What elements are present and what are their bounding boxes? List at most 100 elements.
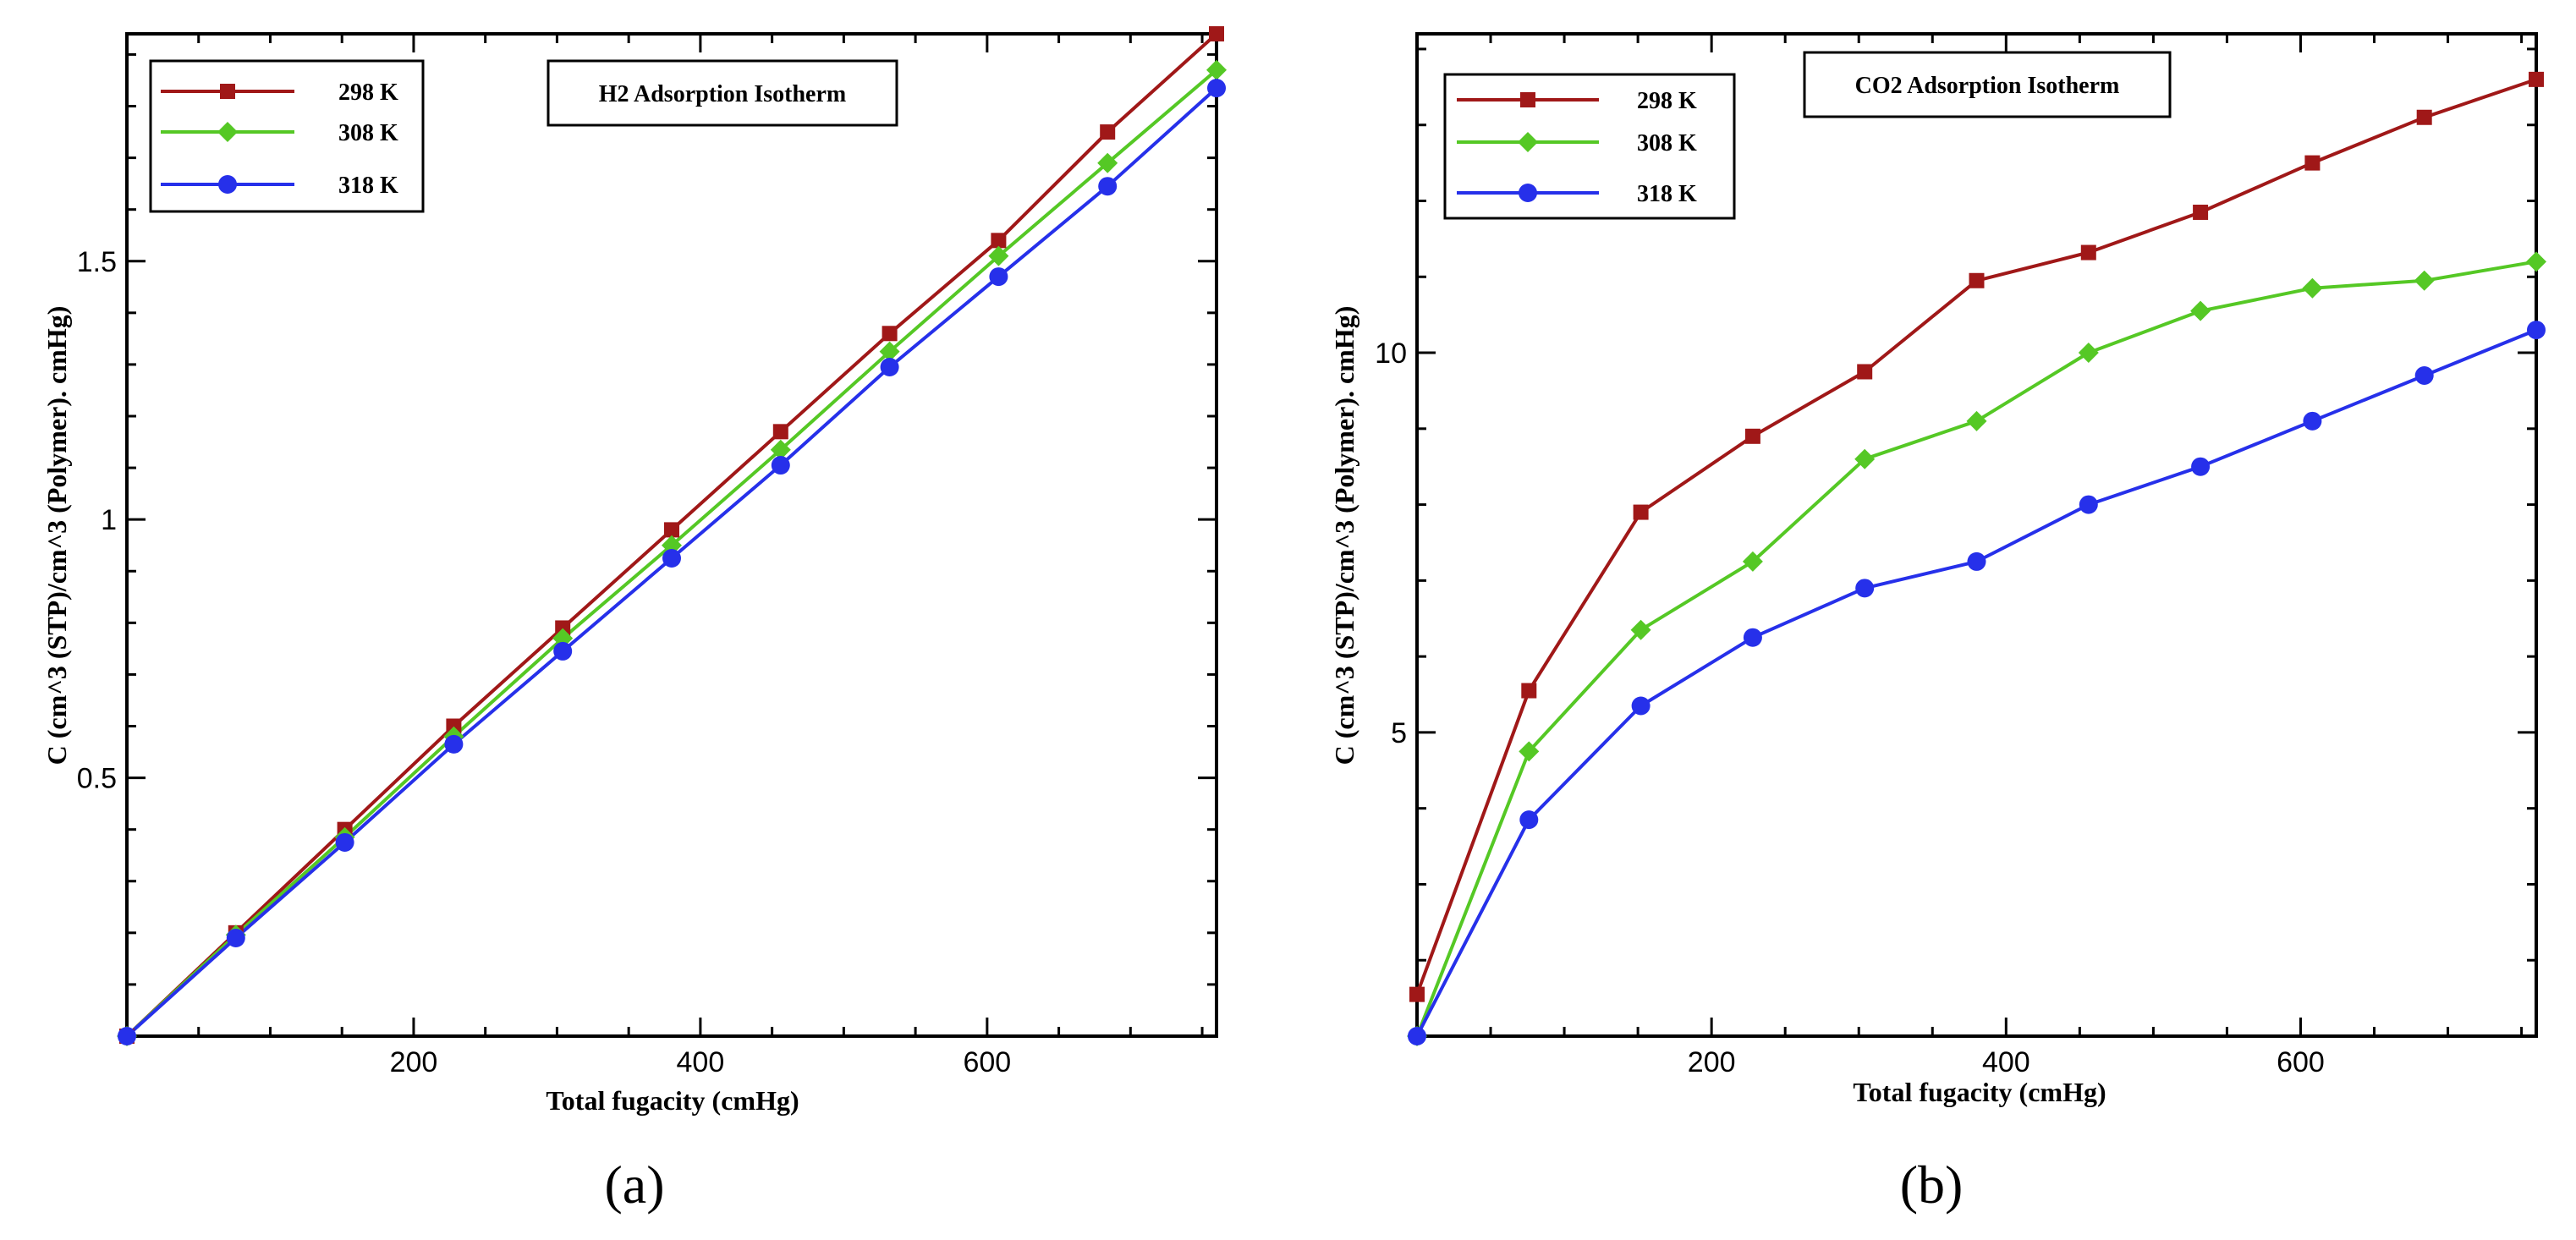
data-point bbox=[1209, 26, 1224, 41]
legend-marker bbox=[1519, 184, 1537, 202]
data-point bbox=[2193, 204, 2209, 220]
data-point bbox=[555, 620, 571, 636]
data-point bbox=[2080, 244, 2096, 261]
data-point bbox=[1630, 619, 1651, 640]
legend-box bbox=[149, 59, 425, 213]
data-point bbox=[2191, 457, 2211, 476]
legend-marker bbox=[1520, 92, 1535, 107]
x-tick-label: 200 bbox=[390, 1046, 438, 1078]
legend-label: 308 K bbox=[1637, 130, 1697, 156]
plot-frame bbox=[1415, 32, 2538, 1038]
tick-labels: 200 400 600 5 10 bbox=[1375, 337, 2325, 1078]
data-point bbox=[2527, 321, 2546, 340]
data-point bbox=[226, 928, 245, 947]
series-markers bbox=[1407, 71, 2546, 1046]
data-point bbox=[1409, 986, 1425, 1002]
data-point bbox=[2529, 71, 2544, 87]
data-point bbox=[444, 734, 464, 754]
data-point bbox=[2190, 300, 2211, 321]
data-point bbox=[2304, 155, 2321, 171]
legend-label: 298 K bbox=[338, 80, 398, 106]
chart-title: H2 Adsorption Isotherm bbox=[599, 81, 846, 107]
data-point bbox=[988, 245, 1009, 266]
y-tick-label: 1.5 bbox=[77, 246, 117, 278]
legend-label: 308 K bbox=[338, 120, 398, 146]
data-point bbox=[662, 535, 682, 556]
series-markers bbox=[117, 26, 1227, 1046]
data-point bbox=[552, 628, 574, 649]
panel-label: (b) bbox=[1900, 1155, 1964, 1215]
legend-marker bbox=[1518, 132, 1538, 152]
data-point bbox=[2303, 411, 2322, 431]
panel-label: (a) bbox=[604, 1155, 664, 1215]
data-point bbox=[1966, 410, 1987, 431]
data-point bbox=[1744, 428, 1760, 444]
legend-entries: 298 K 308 K 318 K bbox=[161, 80, 398, 199]
data-point bbox=[553, 641, 573, 661]
legend-marker bbox=[220, 84, 235, 99]
data-point bbox=[662, 548, 681, 568]
data-point bbox=[2078, 343, 2099, 364]
x-tick-label: 600 bbox=[963, 1046, 1011, 1078]
data-point bbox=[2414, 365, 2434, 385]
plot-frame bbox=[125, 32, 1218, 1038]
legend: 298 K 308 K 318 K bbox=[149, 59, 425, 213]
legend-label: 318 K bbox=[338, 173, 398, 199]
data-point bbox=[1743, 628, 1762, 647]
data-point bbox=[1098, 177, 1118, 196]
title-box bbox=[1803, 51, 2172, 118]
data-point bbox=[1100, 124, 1116, 140]
data-point bbox=[1207, 79, 1226, 98]
data-point bbox=[1742, 551, 1763, 572]
legend-marker bbox=[218, 175, 237, 194]
tick-labels: 200 400 600 0.5 1 1.5 bbox=[77, 246, 1011, 1078]
data-point bbox=[1097, 152, 1118, 173]
data-point bbox=[879, 341, 900, 362]
legend: 298 K 308 K 318 K bbox=[1443, 73, 1736, 220]
data-point bbox=[1857, 364, 1873, 380]
y-axis-label: C (cm^3 (STP)/cm^3 (Polymer). cmHg) bbox=[41, 306, 72, 765]
x-tick-label: 400 bbox=[677, 1046, 725, 1078]
tick-marks bbox=[127, 34, 1217, 1036]
data-point bbox=[335, 832, 354, 852]
title-box bbox=[547, 59, 898, 127]
data-point bbox=[118, 1027, 136, 1045]
y-tick-label: 0.5 bbox=[77, 763, 117, 795]
data-point bbox=[1633, 504, 1649, 520]
x-tick-label: 200 bbox=[1688, 1046, 1736, 1078]
chart-panel-b: 200 400 600 5 10 298 K 308 K 318 K CO2 Adsorpt… bbox=[1329, 32, 2546, 1215]
data-point bbox=[446, 718, 462, 734]
data-point bbox=[2414, 270, 2435, 291]
data-point bbox=[2302, 277, 2323, 299]
x-axis-label: Total fugacity (cmHg) bbox=[546, 1085, 799, 1116]
data-point bbox=[1519, 810, 1539, 830]
y-axis-label: C (cm^3 (STP)/cm^3 (Polymer). cmHg) bbox=[1329, 306, 1359, 765]
y-tick-label: 10 bbox=[1375, 337, 1407, 370]
data-point bbox=[2416, 109, 2432, 125]
x-tick-label: 600 bbox=[2277, 1046, 2325, 1078]
data-point bbox=[770, 439, 791, 460]
data-point bbox=[1521, 683, 1537, 699]
x-axis-label: Total fugacity (cmHg) bbox=[1853, 1077, 2106, 1107]
x-tick-label: 400 bbox=[1982, 1046, 2030, 1078]
data-point bbox=[1855, 579, 1875, 598]
data-point bbox=[1206, 59, 1227, 80]
data-point bbox=[2526, 251, 2546, 272]
chart-title: CO2 Adsorption Isotherm bbox=[1855, 73, 2120, 99]
data-point bbox=[882, 326, 898, 342]
data-point bbox=[989, 267, 1008, 287]
tick-marks bbox=[1417, 34, 2536, 1036]
data-point bbox=[880, 357, 899, 376]
data-point bbox=[1519, 741, 1540, 762]
data-point bbox=[1969, 272, 1985, 288]
data-point bbox=[1631, 696, 1651, 716]
data-point bbox=[991, 233, 1007, 249]
data-point bbox=[1854, 448, 1876, 469]
legend-label: 298 K bbox=[1637, 88, 1697, 114]
y-tick-label: 5 bbox=[1391, 717, 1407, 749]
chart-panel-a: 200 400 600 0.5 1 1.5 298 K 308 K 318 K H2 Adso… bbox=[41, 26, 1227, 1215]
legend-label: 318 K bbox=[1637, 181, 1697, 207]
data-point bbox=[1408, 1027, 1426, 1045]
